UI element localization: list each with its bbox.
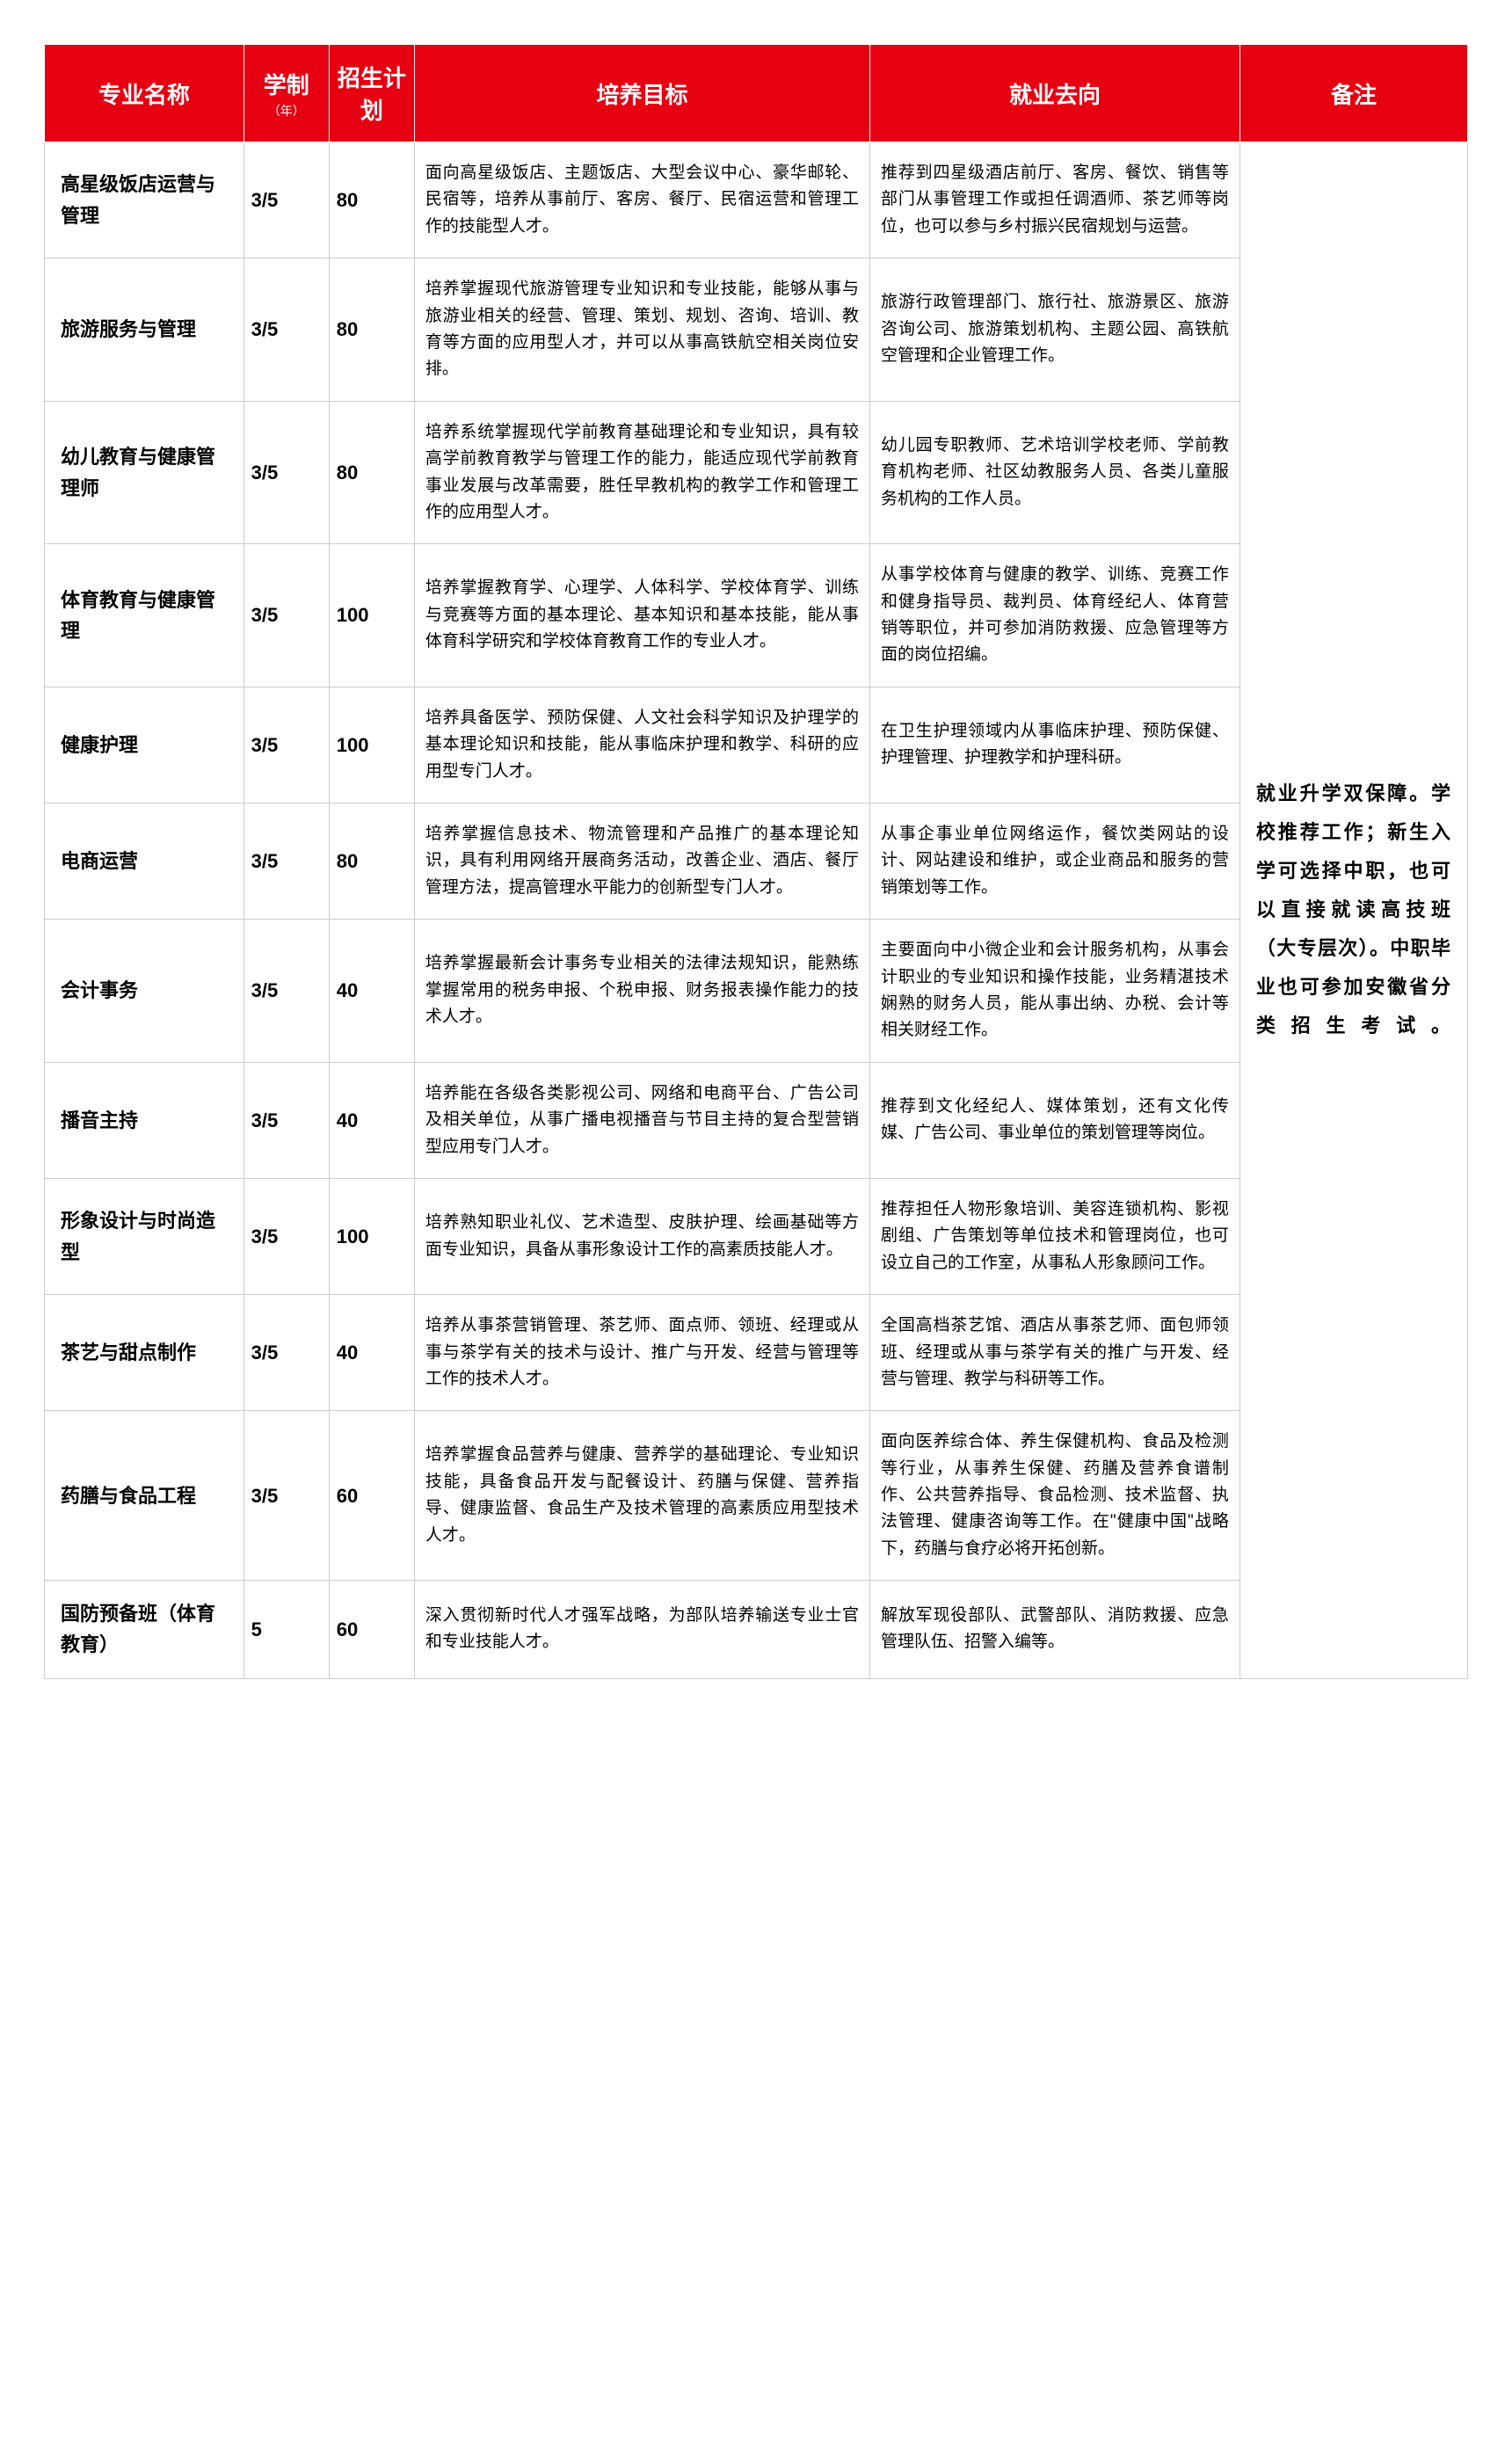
table-header: 专业名称 学制（年） 招生计划 培养目标 就业去向 备注 bbox=[45, 45, 1468, 142]
cell-quota: 100 bbox=[329, 687, 414, 803]
cell-goal: 培养从事茶营销管理、茶艺师、面点师、领班、经理或从事与茶学有关的技术与设计、推广… bbox=[414, 1295, 869, 1411]
cell-major: 高星级饭店运营与管理 bbox=[45, 142, 244, 258]
cell-major: 旅游服务与管理 bbox=[45, 258, 244, 402]
cell-goal: 培养能在各级各类影视公司、网络和电商平台、广告公司及相关单位，从事广播电视播音与… bbox=[414, 1062, 869, 1178]
cell-duration: 3/5 bbox=[244, 920, 329, 1063]
cell-duration: 3/5 bbox=[244, 142, 329, 258]
cell-career: 解放军现役部队、武警部队、消防救援、应急管理队伍、招警入编等。 bbox=[869, 1581, 1239, 1678]
cell-career: 从事企事业单位网络运作，餐饮类网站的设计、网站建设和维护，或企业商品和服务的营销… bbox=[869, 804, 1239, 920]
cell-career: 推荐担任人物形象培训、美容连锁机构、影视剧组、广告策划等单位技术和管理岗位，也可… bbox=[869, 1178, 1239, 1294]
cell-career: 推荐到四星级酒店前厅、客房、餐饮、销售等部门从事管理工作或担任调酒师、茶艺师等岗… bbox=[869, 142, 1239, 258]
cell-duration: 3/5 bbox=[244, 258, 329, 402]
cell-goal: 培养掌握现代旅游管理专业知识和专业技能，能够从事与旅游业相关的经营、管理、策划、… bbox=[414, 258, 869, 402]
cell-quota: 100 bbox=[329, 544, 414, 687]
header-goal: 培养目标 bbox=[414, 45, 869, 142]
cell-major: 幼儿教育与健康管理师 bbox=[45, 401, 244, 544]
cell-major: 健康护理 bbox=[45, 687, 244, 803]
cell-duration: 5 bbox=[244, 1581, 329, 1678]
cell-duration: 3/5 bbox=[244, 1295, 329, 1411]
cell-quota: 40 bbox=[329, 1295, 414, 1411]
cell-duration: 3/5 bbox=[244, 1178, 329, 1294]
cell-career: 从事学校体育与健康的教学、训练、竞赛工作和健身指导员、裁判员、体育经纪人、体育营… bbox=[869, 544, 1239, 687]
cell-goal: 培养掌握信息技术、物流管理和产品推广的基本理论知识，具有利用网络开展商务活动，改… bbox=[414, 804, 869, 920]
cell-major: 药膳与食品工程 bbox=[45, 1411, 244, 1581]
cell-duration: 3/5 bbox=[244, 401, 329, 544]
cell-goal: 培养系统掌握现代学前教育基础理论和专业知识，具有较高学前教育教学与管理工作的能力… bbox=[414, 401, 869, 544]
table-row: 高星级饭店运营与管理3/580面向高星级饭店、主题饭店、大型会议中心、豪华邮轮、… bbox=[45, 142, 1468, 258]
cell-duration: 3/5 bbox=[244, 804, 329, 920]
cell-major: 形象设计与时尚造型 bbox=[45, 1178, 244, 1294]
cell-career: 在卫生护理领域内从事临床护理、预防保健、护理管理、护理教学和护理科研。 bbox=[869, 687, 1239, 803]
cell-duration: 3/5 bbox=[244, 544, 329, 687]
cell-career: 全国高档茶艺馆、酒店从事茶艺师、面包师领班、经理或从事与茶学有关的推广与开发、经… bbox=[869, 1295, 1239, 1411]
cell-goal: 培养掌握食品营养与健康、营养学的基础理论、专业知识技能，具备食品开发与配餐设计、… bbox=[414, 1411, 869, 1581]
cell-goal: 培养掌握教育学、心理学、人体科学、学校体育学、训练与竞赛等方面的基本理论、基本知… bbox=[414, 544, 869, 687]
cell-duration: 3/5 bbox=[244, 687, 329, 803]
cell-career: 主要面向中小微企业和会计服务机构，从事会计职业的专业知识和操作技能，业务精湛技术… bbox=[869, 920, 1239, 1063]
cell-goal: 培养熟知职业礼仪、艺术造型、皮肤护理、绘画基础等方面专业知识，具备从事形象设计工… bbox=[414, 1178, 869, 1294]
header-career: 就业去向 bbox=[869, 45, 1239, 142]
cell-quota: 80 bbox=[329, 142, 414, 258]
cell-career: 幼儿园专职教师、艺术培训学校老师、学前教育机构老师、社区幼教服务人员、各类儿童服… bbox=[869, 401, 1239, 544]
cell-goal: 培养具备医学、预防保健、人文社会科学知识及护理学的基本理论知识和技能，能从事临床… bbox=[414, 687, 869, 803]
header-quota: 招生计划 bbox=[329, 45, 414, 142]
cell-quota: 60 bbox=[329, 1411, 414, 1581]
cell-major: 体育教育与健康管理 bbox=[45, 544, 244, 687]
cell-quota: 40 bbox=[329, 1062, 414, 1178]
cell-goal: 深入贯彻新时代人才强军战略，为部队培养输送专业士官和专业技能人才。 bbox=[414, 1581, 869, 1678]
cell-goal: 培养掌握最新会计事务专业相关的法律法规知识，能熟练掌握常用的税务申报、个税申报、… bbox=[414, 920, 869, 1063]
cell-major: 茶艺与甜点制作 bbox=[45, 1295, 244, 1411]
cell-major: 播音主持 bbox=[45, 1062, 244, 1178]
cell-quota: 40 bbox=[329, 920, 414, 1063]
cell-career: 旅游行政管理部门、旅行社、旅游景区、旅游咨询公司、旅游策划机构、主题公园、高铁航… bbox=[869, 258, 1239, 402]
cell-career: 推荐到文化经纪人、媒体策划，还有文化传媒、广告公司、事业单位的策划管理等岗位。 bbox=[869, 1062, 1239, 1178]
header-remark: 备注 bbox=[1239, 45, 1467, 142]
cell-duration: 3/5 bbox=[244, 1411, 329, 1581]
program-table: 专业名称 学制（年） 招生计划 培养目标 就业去向 备注 高星级饭店运营与管理3… bbox=[44, 44, 1468, 1679]
cell-quota: 60 bbox=[329, 1581, 414, 1678]
cell-remark: 就业升学双保障。学校推荐工作；新生入学可选择中职，也可以直接就读高技班（大专层次… bbox=[1239, 142, 1467, 1679]
header-duration: 学制（年） bbox=[244, 45, 329, 142]
cell-career: 面向医养综合体、养生保健机构、食品及检测等行业，从事养生保健、药膳及营养食谱制作… bbox=[869, 1411, 1239, 1581]
cell-major: 电商运营 bbox=[45, 804, 244, 920]
header-major: 专业名称 bbox=[45, 45, 244, 142]
cell-major: 国防预备班（体育教育） bbox=[45, 1581, 244, 1678]
cell-quota: 80 bbox=[329, 401, 414, 544]
table-body: 高星级饭店运营与管理3/580面向高星级饭店、主题饭店、大型会议中心、豪华邮轮、… bbox=[45, 142, 1468, 1679]
cell-quota: 80 bbox=[329, 258, 414, 402]
cell-quota: 80 bbox=[329, 804, 414, 920]
cell-major: 会计事务 bbox=[45, 920, 244, 1063]
cell-duration: 3/5 bbox=[244, 1062, 329, 1178]
cell-quota: 100 bbox=[329, 1178, 414, 1294]
cell-goal: 面向高星级饭店、主题饭店、大型会议中心、豪华邮轮、民宿等，培养从事前厅、客房、餐… bbox=[414, 142, 869, 258]
